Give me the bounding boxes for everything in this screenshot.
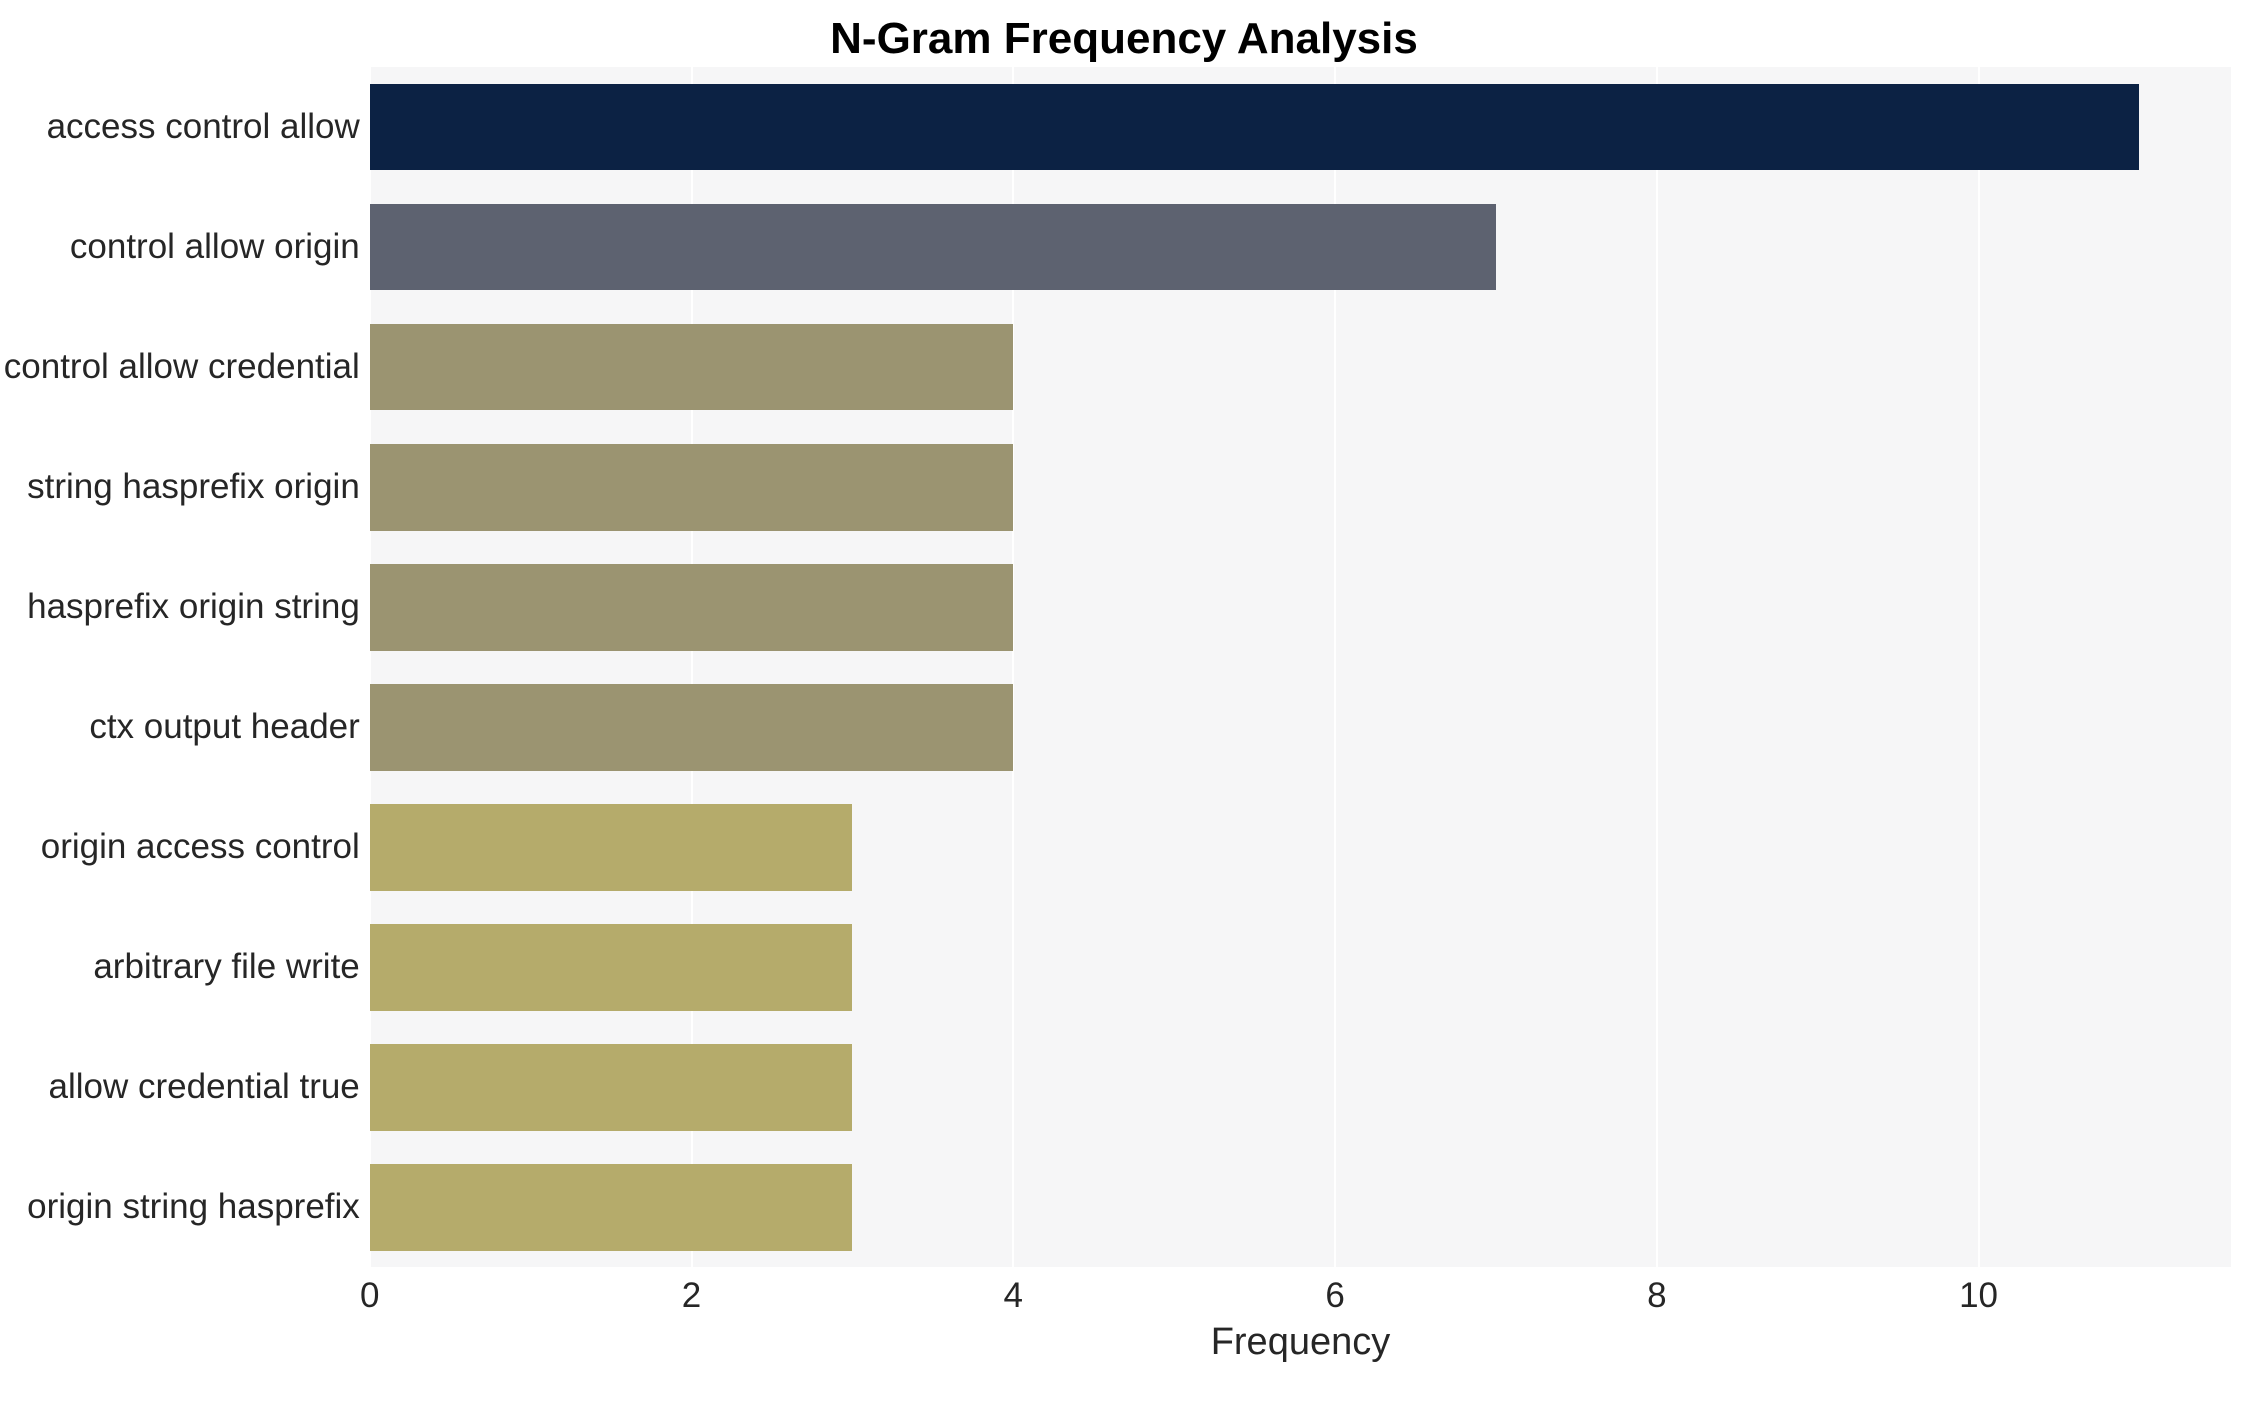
bar-row [369, 667, 1014, 787]
bar-row [369, 187, 1496, 307]
category-label-row: control allow credential [0, 307, 360, 427]
x-tick-label: 4 [1003, 1276, 1024, 1316]
category-label-row: origin string hasprefix [0, 1147, 360, 1267]
bar [369, 684, 1014, 771]
category-label: allow credential true [48, 1067, 360, 1107]
category-label-row: string hasprefix origin [0, 427, 360, 547]
x-tick-label: 2 [681, 1276, 702, 1316]
bar-row [369, 1147, 853, 1267]
bar-row [369, 427, 1014, 547]
category-label: hasprefix origin string [27, 587, 360, 627]
bar-row [369, 1027, 853, 1147]
y-axis-labels: access control allow control allow origin… [0, 67, 370, 1267]
bars-layer [369, 67, 2231, 1267]
bar [369, 444, 1014, 531]
category-label: access control allow [46, 107, 360, 147]
bar [369, 1044, 853, 1131]
category-label: arbitrary file write [93, 947, 360, 987]
category-label-row: access control allow [0, 67, 360, 187]
x-tick-label: 6 [1325, 1276, 1345, 1316]
category-label: origin access control [40, 827, 360, 867]
category-label: ctx output header [89, 707, 360, 747]
category-label: control allow credential [3, 347, 360, 387]
bar [369, 564, 1014, 651]
chart-title: N-Gram Frequency Analysis [830, 14, 1418, 63]
bar [369, 204, 1496, 291]
x-tick-label: 8 [1647, 1276, 1667, 1316]
bar [369, 1164, 853, 1251]
bar-row [369, 547, 1014, 667]
category-label: control allow origin [69, 227, 360, 267]
category-label-row: control allow origin [0, 187, 360, 307]
category-label-row: arbitrary file write [0, 907, 360, 1027]
bar-row [369, 787, 853, 907]
bar-row [369, 907, 853, 1027]
x-axis-label: Frequency [1210, 1320, 1391, 1363]
bar [369, 924, 853, 1011]
x-axis-ticks: 0 2 4 6 8 10 [360, 1270, 2231, 1316]
bar [369, 324, 1014, 411]
category-label-row: ctx output header [0, 667, 360, 787]
x-tick-label: 0 [360, 1276, 380, 1316]
x-tick-label: 10 [1959, 1276, 1999, 1316]
category-label-row: hasprefix origin string [0, 547, 360, 667]
bar-row [369, 307, 1014, 427]
bar [369, 804, 853, 891]
category-label-row: origin access control [0, 787, 360, 907]
category-label-row: allow credential true [0, 1027, 360, 1147]
category-label: string hasprefix origin [27, 467, 360, 507]
bar-row [369, 67, 2140, 187]
bar [369, 84, 2140, 171]
category-label: origin string hasprefix [27, 1187, 360, 1227]
